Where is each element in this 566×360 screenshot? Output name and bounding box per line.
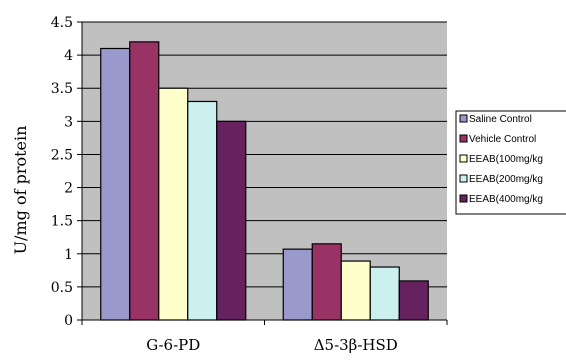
bars-group [100,41,429,321]
bar-eeab-200mg-kg-1 [369,266,400,321]
legend-swatch [459,194,468,203]
y-tick-label: 1 [64,247,73,263]
bar-eeab-100mg-kg-1 [340,260,371,321]
legend-swatch [459,154,468,163]
y-axis-label: U/mg of protein [11,126,30,255]
y-tick-label: 1.5 [51,214,73,230]
legend-label: EEAB(100mg/kg [469,154,543,165]
legend-swatch [459,174,468,183]
y-tick-label: 0.5 [51,280,73,296]
y-tick-label: 0 [64,313,73,329]
x-category-label: Δ5-3β-HSD [314,336,398,354]
legend-box [455,110,566,215]
bar-eeab-400mg-kg-0 [216,120,247,321]
y-tick-label: 2 [64,181,73,197]
legend-swatch [459,114,468,123]
legend-label: Vehicle Control [469,134,536,145]
y-tick-label: 2.5 [51,147,73,163]
x-category-label: G-6-PD [146,336,200,354]
axes [77,21,448,325]
bar-vehicle-control-0 [129,41,160,321]
legend: Saline Control Vehicle Control EEAB(100mg/… [455,110,566,215]
bar-saline-control-1 [282,248,313,321]
legend-label: EEAB(200mg/kg [469,174,543,185]
bar-eeab-100mg-kg-0 [158,87,189,321]
x-category-labels: G-6-PD Δ5-3β-HSD [146,336,398,354]
bar-eeab-400mg-kg-1 [398,280,429,321]
y-tick-labels: 0 0.5 1 1.5 2 2.5 3 3.5 4 4.5 [51,15,73,329]
y-tick-label: 4.5 [51,15,73,31]
bar-vehicle-control-1 [311,243,342,321]
bar-eeab-200mg-kg-0 [187,100,218,321]
y-tick-label: 4 [64,48,73,64]
bar-saline-control-0 [100,47,131,321]
y-tick-label: 3.5 [51,81,73,97]
legend-label: EEAB(400mg/kg [469,194,543,205]
legend-label: Saline Control [469,114,532,125]
legend-swatch [459,134,468,143]
y-tick-label: 3 [64,114,73,130]
